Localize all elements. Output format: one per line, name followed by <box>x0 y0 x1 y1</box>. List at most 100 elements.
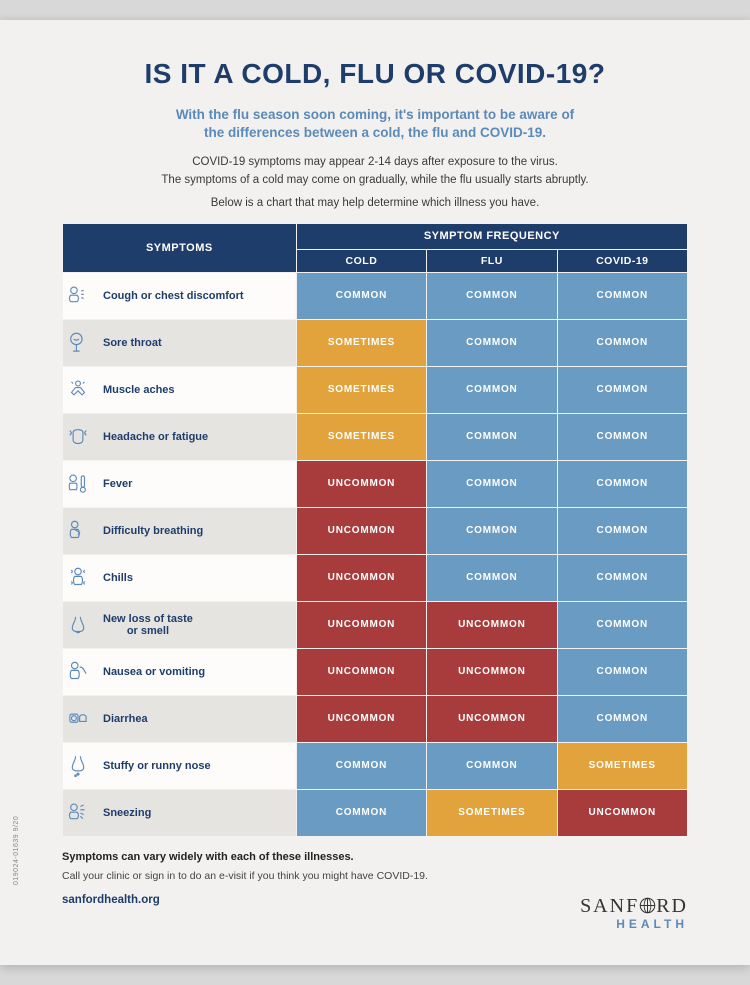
freq-cell-common: COMMON <box>558 696 687 742</box>
freq-cell-common: COMMON <box>427 555 556 601</box>
nausea-icon <box>63 657 93 687</box>
freq-cell-common: COMMON <box>558 508 687 554</box>
symptom-cell: Stuffy or runny nose <box>63 743 296 789</box>
table-body: Cough or chest discomfortCOMMONCOMMONCOM… <box>63 273 687 836</box>
freq-cell-common: COMMON <box>427 743 556 789</box>
symptom-cell: Sneezing <box>63 790 296 836</box>
fever-icon <box>63 469 93 499</box>
freq-cell-common: COMMON <box>558 649 687 695</box>
table-row: DiarrheaUNCOMMONUNCOMMONCOMMON <box>63 696 687 742</box>
page: IS IT A COLD, FLU OR COVID-19? With the … <box>0 20 750 965</box>
symptom-label: Muscle aches <box>103 384 175 396</box>
freq-cell-uncommon: UNCOMMON <box>297 696 426 742</box>
freq-cell-common: COMMON <box>558 273 687 319</box>
table-row: FeverUNCOMMONCOMMONCOMMON <box>63 461 687 507</box>
muscle-icon <box>63 375 93 405</box>
table-header: SYMPTOMS SYMPTOM FREQUENCY COLD FLU COVI… <box>63 224 687 272</box>
brand-globe-icon <box>639 897 656 914</box>
freq-cell-uncommon: UNCOMMON <box>297 555 426 601</box>
freq-cell-uncommon: UNCOMMON <box>427 649 556 695</box>
nose-icon <box>63 751 93 781</box>
intro-text-1: COVID-19 symptoms may appear 2-14 days a… <box>62 154 688 189</box>
brand-logo: SANF RD HEALTH <box>580 895 688 931</box>
cough-icon <box>63 281 93 311</box>
freq-cell-sometimes: SOMETIMES <box>297 414 426 460</box>
symptom-cell: Difficulty breathing <box>63 508 296 554</box>
table-row: Sneezing COMMONSOMETIMESUNCOMMON <box>63 790 687 836</box>
table-row: Nausea or vomitingUNCOMMONUNCOMMONCOMMON <box>63 649 687 695</box>
header-col-covid: COVID-19 <box>558 250 687 272</box>
symptom-label: Nausea or vomiting <box>103 666 205 678</box>
symptom-cell: New loss of tasteor smell <box>63 602 296 648</box>
breath-icon <box>63 516 93 546</box>
symptom-label: Sore throat <box>103 337 162 349</box>
page-title: IS IT A COLD, FLU OR COVID-19? <box>62 58 688 90</box>
table-row: ChillsUNCOMMONCOMMONCOMMON <box>63 555 687 601</box>
table-row: Headache or fatigueSOMETIMESCOMMONCOMMON <box>63 414 687 460</box>
chills-icon <box>63 563 93 593</box>
freq-cell-common: COMMON <box>427 367 556 413</box>
freq-cell-common: COMMON <box>558 555 687 601</box>
symptom-label: Fever <box>103 478 132 490</box>
sneeze-icon <box>63 798 93 828</box>
brand-name-post: RD <box>656 895 688 917</box>
freq-cell-common: COMMON <box>427 273 556 319</box>
freq-cell-common: COMMON <box>427 508 556 554</box>
symptom-cell: Chills <box>63 555 296 601</box>
symptom-label: Difficulty breathing <box>103 525 203 537</box>
freq-cell-uncommon: UNCOMMON <box>427 602 556 648</box>
freq-cell-common: COMMON <box>427 461 556 507</box>
freq-cell-common: COMMON <box>558 367 687 413</box>
symptom-label: Stuffy or runny nose <box>103 760 211 772</box>
header-col-flu: FLU <box>427 250 556 272</box>
freq-cell-common: COMMON <box>427 320 556 366</box>
symptom-cell: Diarrhea <box>63 696 296 742</box>
headache-icon <box>63 422 93 452</box>
freq-cell-uncommon: UNCOMMON <box>297 461 426 507</box>
freq-cell-common: COMMON <box>297 790 426 836</box>
diarrhea-icon <box>63 704 93 734</box>
subtitle: With the flu season soon coming, it's im… <box>62 106 688 142</box>
symptom-table: SYMPTOMS SYMPTOM FREQUENCY COLD FLU COVI… <box>62 223 688 837</box>
freq-cell-common: COMMON <box>297 743 426 789</box>
freq-cell-common: COMMON <box>558 602 687 648</box>
brand-name-pre: SANF <box>580 895 639 917</box>
symptom-label: Diarrhea <box>103 713 148 725</box>
freq-cell-uncommon: UNCOMMON <box>297 649 426 695</box>
throat-icon <box>63 328 93 358</box>
freq-cell-uncommon: UNCOMMON <box>558 790 687 836</box>
table-row: Muscle achesSOMETIMESCOMMONCOMMON <box>63 367 687 413</box>
freq-cell-sometimes: SOMETIMES <box>427 790 556 836</box>
symptom-label: Cough or chest discomfort <box>103 290 244 302</box>
freq-cell-sometimes: SOMETIMES <box>558 743 687 789</box>
symptom-cell: Sore throat <box>63 320 296 366</box>
symptom-cell: Muscle aches <box>63 367 296 413</box>
table-row: Stuffy or runny noseCOMMONCOMMONSOMETIME… <box>63 743 687 789</box>
symptom-cell: Cough or chest discomfort <box>63 273 296 319</box>
symptom-label: Chills <box>103 572 133 584</box>
table-row: Cough or chest discomfortCOMMONCOMMONCOM… <box>63 273 687 319</box>
symptom-label: New loss of tasteor smell <box>103 613 193 637</box>
symptom-label: Headache or fatigue <box>103 431 208 443</box>
brand-name: SANF RD <box>580 895 688 918</box>
freq-cell-uncommon: UNCOMMON <box>427 696 556 742</box>
symptom-cell: Nausea or vomiting <box>63 649 296 695</box>
symptom-cell: Fever <box>63 461 296 507</box>
side-code: 019024-01639 9/20 <box>13 816 20 885</box>
freq-cell-sometimes: SOMETIMES <box>297 320 426 366</box>
brand-sub: HEALTH <box>580 917 688 931</box>
freq-cell-uncommon: UNCOMMON <box>297 602 426 648</box>
freq-cell-common: COMMON <box>558 414 687 460</box>
header-col-cold: COLD <box>297 250 426 272</box>
table-row: New loss of tasteor smell UNCOMMONUNCOMMO… <box>63 602 687 648</box>
freq-cell-sometimes: SOMETIMES <box>297 367 426 413</box>
footer-text: Call your clinic or sign in to do an e-v… <box>62 869 442 884</box>
header-frequency: SYMPTOM FREQUENCY <box>297 224 687 249</box>
symptom-label: Sneezing <box>103 807 151 819</box>
header-symptoms: SYMPTOMS <box>63 224 296 272</box>
freq-cell-uncommon: UNCOMMON <box>297 508 426 554</box>
intro-text-2: Below is a chart that may help determine… <box>62 197 688 209</box>
table-row: Sore throatSOMETIMESCOMMONCOMMON <box>63 320 687 366</box>
freq-cell-common: COMMON <box>558 461 687 507</box>
freq-cell-common: COMMON <box>297 273 426 319</box>
